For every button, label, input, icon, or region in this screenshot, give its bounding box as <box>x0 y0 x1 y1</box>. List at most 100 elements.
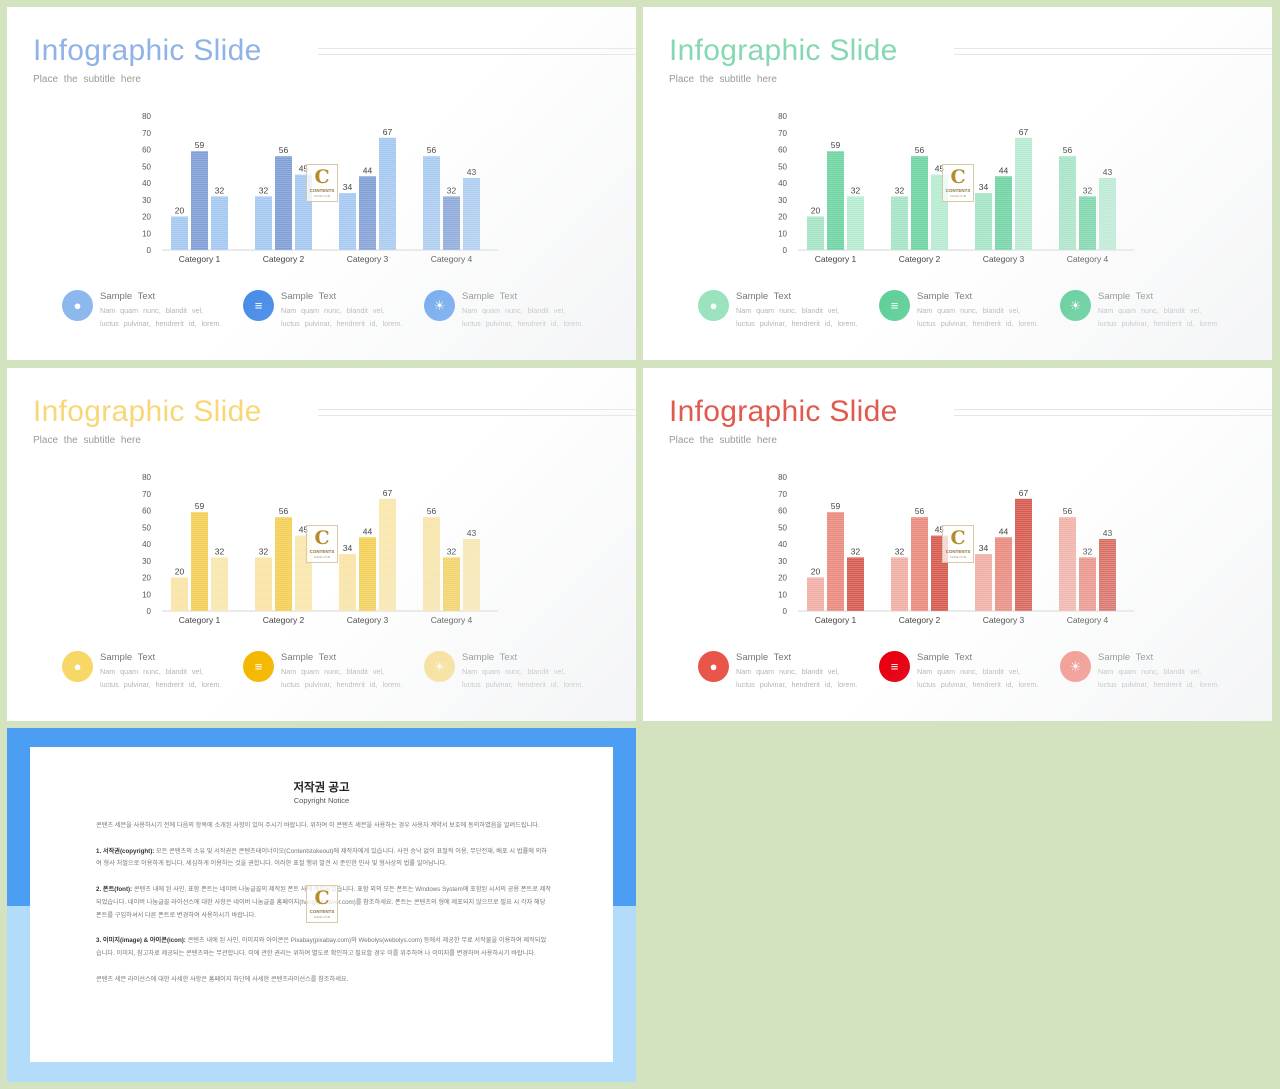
y-tick-label: 0 <box>783 607 788 616</box>
category-label: Category 2 <box>263 615 305 625</box>
data-label: 56 <box>279 506 289 516</box>
y-tick-label: 40 <box>142 179 151 188</box>
notice-paragraph: 콘텐츠 세븐 라이선스에 대한 사세한 사항은 홈페이지 하단에 사세한 콘텐츠… <box>96 975 349 983</box>
money-bag-icon: ● <box>698 290 729 321</box>
notice-card: 저작권 공고 Copyright Notice 콘텐츠 세븐을 사용하시기 전에… <box>30 747 613 1062</box>
bar <box>911 517 928 611</box>
y-tick-label: 30 <box>142 557 151 566</box>
bar <box>359 176 376 250</box>
slide-title: Infographic Slide <box>669 34 898 67</box>
slide-subtitle: Place the subtitle here <box>33 435 141 446</box>
category-label: Category 2 <box>263 254 305 264</box>
title-divider <box>318 54 636 55</box>
slide-title: Infographic Slide <box>669 395 898 428</box>
y-tick-label: 80 <box>142 112 151 121</box>
bar <box>1059 517 1076 611</box>
legend-item: ● Sample Text Nam quam nunc, blandit vel, l… <box>62 651 242 691</box>
legend-description: Nam quam nunc, blandit vel, luctus pulvin… <box>281 306 403 328</box>
data-label: 20 <box>175 567 185 577</box>
slide-subtitle: Place the subtitle here <box>669 74 777 85</box>
y-tick-label: 60 <box>778 146 787 155</box>
watermark-logo: C CONTENTS SLIDE.COM <box>942 164 974 202</box>
data-label: 32 <box>851 185 861 195</box>
y-tick-label: 20 <box>142 213 151 222</box>
y-tick-label: 10 <box>142 590 151 599</box>
bar <box>359 537 376 611</box>
notice-paragraph: 콘텐츠 세븐을 사용하시기 전에 다음의 항목에 소개된 사항이 있어 주시기 … <box>96 822 540 829</box>
legend-item: ≡ Sample Text Nam quam nunc, blandit vel, l… <box>243 651 423 691</box>
bar <box>995 537 1012 611</box>
data-label: 34 <box>979 543 989 553</box>
y-tick-label: 10 <box>142 229 151 238</box>
bar <box>211 557 228 611</box>
y-tick-label: 40 <box>142 540 151 549</box>
data-label: 32 <box>1083 546 1093 556</box>
legend-title: Sample Text <box>1098 291 1154 302</box>
bar <box>1059 156 1076 250</box>
lightbulb-icon: ☀ <box>424 651 455 682</box>
y-tick-label: 0 <box>783 246 788 255</box>
data-label: 56 <box>1063 145 1073 155</box>
bar <box>827 512 844 611</box>
legend-item: ≡ Sample Text Nam quam nunc, blandit vel, l… <box>879 651 1059 691</box>
title-divider <box>318 415 636 416</box>
bar <box>847 196 864 250</box>
y-tick-label: 60 <box>778 507 787 516</box>
title-divider <box>318 409 636 410</box>
slide-blue[interactable]: Infographic Slide Place the subtitle her… <box>7 7 636 360</box>
y-tick-label: 0 <box>147 246 152 255</box>
bar <box>171 216 188 250</box>
data-label: 56 <box>427 506 437 516</box>
y-tick-label: 60 <box>142 146 151 155</box>
legend-item: ☀ Sample Text Nam quam nunc, blandit vel, l… <box>424 290 604 330</box>
category-label: Category 2 <box>899 254 941 264</box>
bar <box>211 196 228 250</box>
money-bag-icon: ● <box>62 651 93 682</box>
title-divider <box>318 48 636 49</box>
legend-title: Sample Text <box>281 291 337 302</box>
y-tick-label: 30 <box>142 196 151 205</box>
lightbulb-icon: ☀ <box>424 290 455 321</box>
slide-yellow[interactable]: Infographic Slide Place the subtitle her… <box>7 368 636 721</box>
legend-description: Nam quam nunc, blandit vel, luctus pulvin… <box>1098 306 1220 328</box>
money-bag-icon: ● <box>62 290 93 321</box>
category-label: Category 1 <box>815 254 857 264</box>
notice-paragraph: 1. 서작권(copyright): 모든 콘텐츠의 소유 및 서작권은 콘텐츠… <box>96 847 548 868</box>
y-tick-label: 70 <box>142 490 151 499</box>
slide-title: Infographic Slide <box>33 34 262 67</box>
bar <box>339 554 356 611</box>
category-label: Category 2 <box>899 615 941 625</box>
watermark-logo: C CONTENTS SLIDE.COM <box>942 525 974 563</box>
slide-green[interactable]: Infographic Slide Place the subtitle her… <box>643 7 1272 360</box>
data-label: 67 <box>383 488 393 498</box>
y-tick-label: 80 <box>778 473 787 482</box>
legend-description: Nam quam nunc, blandit vel, luctus pulvin… <box>281 667 403 689</box>
y-tick-label: 50 <box>778 523 787 532</box>
bar <box>255 196 272 250</box>
data-label: 67 <box>1019 127 1029 137</box>
bar <box>891 196 908 250</box>
data-label: 34 <box>343 182 353 192</box>
bar <box>463 177 480 250</box>
watermark-logo: C CONTENTS SLIDE.COM <box>306 164 338 202</box>
y-tick-label: 30 <box>778 196 787 205</box>
slide-subtitle: Place the subtitle here <box>669 435 777 446</box>
slide-red[interactable]: Infographic Slide Place the subtitle her… <box>643 368 1272 721</box>
data-label: 59 <box>195 501 205 511</box>
category-label: Category 4 <box>431 615 473 625</box>
y-tick-label: 50 <box>142 523 151 532</box>
data-label: 67 <box>383 127 393 137</box>
bar <box>275 517 292 611</box>
y-tick-label: 10 <box>778 590 787 599</box>
bar <box>1099 538 1116 611</box>
data-label: 32 <box>215 546 225 556</box>
data-label: 56 <box>279 145 289 155</box>
data-label: 56 <box>915 145 925 155</box>
bar <box>191 151 208 250</box>
y-tick-label: 50 <box>142 162 151 171</box>
copyright-notice-slide[interactable]: 저작권 공고 Copyright Notice 콘텐츠 세븐을 사용하시기 전에… <box>7 728 636 1082</box>
legend-item: ● Sample Text Nam quam nunc, blandit vel, l… <box>62 290 242 330</box>
data-label: 34 <box>979 182 989 192</box>
